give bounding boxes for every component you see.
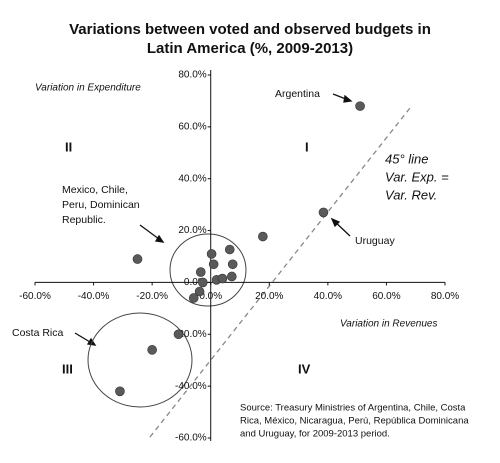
x-tick-label: -60.0%	[19, 291, 51, 302]
y-tick-label: -20.0%	[175, 329, 207, 340]
point	[188, 293, 199, 303]
x-tick-label: 60.0%	[372, 291, 400, 302]
y-tick-label: 80.0%	[178, 70, 206, 81]
arrows	[74, 93, 353, 346]
quadrant-label: I	[305, 139, 309, 154]
group-outlines	[87, 233, 247, 408]
y-tick-label: 20.0%	[178, 225, 206, 236]
y-tick-label: -40.0%	[175, 381, 207, 392]
quadrant-label: II	[65, 139, 72, 154]
point	[198, 277, 208, 288]
x-tick-label: -40.0%	[78, 291, 110, 302]
x-tick-label: 80.0%	[431, 291, 459, 302]
annotation: Republic.	[62, 214, 106, 226]
point	[227, 271, 237, 282]
point	[206, 249, 217, 259]
x-tick-label: 40.0%	[314, 291, 342, 302]
y-tick-label: -60.0%	[175, 433, 207, 444]
reference-note: Var. Rev.	[385, 187, 437, 202]
point	[258, 231, 268, 242]
y-tick-label: 0.0%	[184, 277, 207, 288]
point	[224, 244, 235, 255]
point	[217, 273, 228, 284]
source-note: and Uruguay, for 2009-2013 period.	[240, 429, 390, 440]
quadrant-label: IV	[298, 361, 311, 376]
reference-note: Var. Exp. =	[385, 169, 449, 184]
source-note: Rica, México, Nicaragua, Perú, República…	[240, 416, 469, 427]
quadrant-label: III	[62, 361, 73, 376]
reference-note: 45° line	[385, 151, 429, 166]
point	[115, 386, 125, 397]
chart-title: Variations between voted and observed bu…	[69, 21, 431, 38]
annotation: Mexico, Chile,	[62, 184, 128, 196]
annotation: Argentina	[275, 88, 320, 100]
point	[173, 329, 184, 340]
y-tick-label: 40.0%	[178, 173, 206, 184]
x-tick-label: 0.0%	[199, 291, 222, 302]
chart-title: Latin America (%, 2009-2013)	[147, 40, 353, 57]
point	[227, 259, 238, 270]
x-tick-label: -20.0%	[136, 291, 168, 302]
annotation: Peru, Dominican	[62, 199, 140, 211]
annotation: Costa Rica	[12, 327, 64, 339]
point	[147, 345, 157, 355]
x-axis-title: Variation in Revenues	[340, 319, 437, 330]
annotation: Uruguay	[355, 235, 395, 247]
x-tick-label: 20.0%	[255, 291, 283, 302]
point	[208, 259, 219, 270]
point	[194, 286, 205, 297]
point	[318, 207, 329, 218]
point	[132, 254, 143, 264]
source-note: Source: Treasury Ministries of Argentina…	[240, 403, 466, 414]
point	[195, 267, 206, 277]
y-tick-label: 60.0%	[178, 121, 206, 132]
y-axis-title: Variation in Expenditure	[35, 83, 141, 94]
point	[355, 101, 365, 111]
reference-line	[149, 107, 411, 438]
